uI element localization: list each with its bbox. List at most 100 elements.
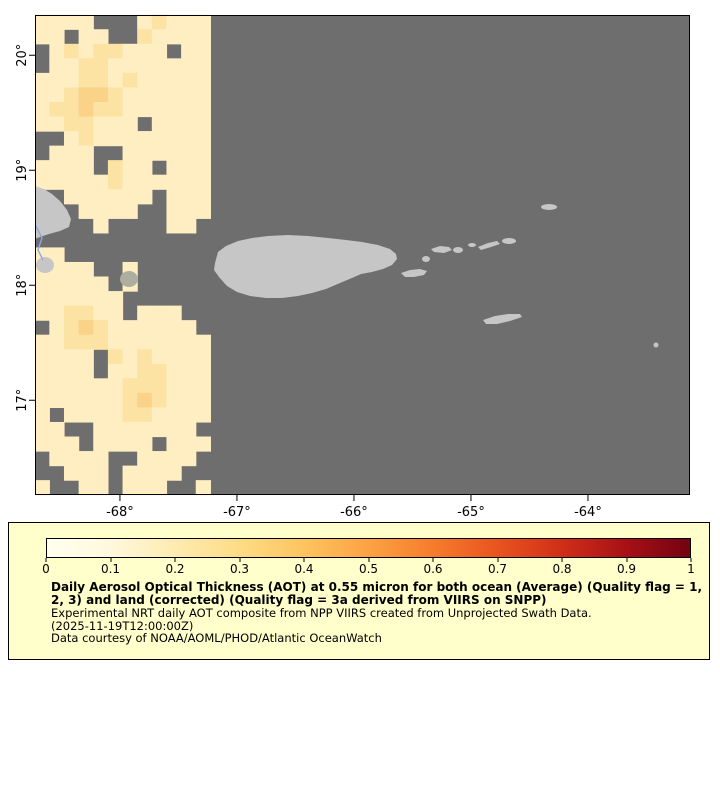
- aot-cell: [49, 145, 65, 161]
- legend-title-line-2: 2, 3) and land (corrected) (Quality flag…: [51, 593, 547, 607]
- aot-cell: [93, 305, 109, 321]
- aot-cell: [63, 160, 80, 176]
- aot-cell: [107, 291, 124, 307]
- aot-cell: [78, 320, 94, 336]
- aot-cell: [107, 203, 124, 219]
- aot-cell: [49, 363, 65, 379]
- aot-cell: [166, 378, 182, 394]
- aot-cell: [137, 451, 153, 467]
- puerto-rico-landmass: [214, 235, 397, 298]
- aot-cell: [93, 276, 109, 292]
- aot-cell: [122, 203, 138, 219]
- aot-cell: [137, 58, 153, 74]
- aot-cell: [181, 14, 197, 30]
- aot-cell: [63, 145, 80, 161]
- aot-cell: [166, 218, 182, 234]
- colorbar-tick: [110, 558, 111, 562]
- aot-cell: [107, 436, 124, 452]
- aot-cell: [151, 101, 168, 118]
- aot-cell: [93, 29, 109, 45]
- aot-cell: [63, 261, 80, 278]
- culebra-landmass: [422, 256, 430, 262]
- aot-cell: [181, 392, 197, 409]
- colorbar-tick: [561, 558, 563, 562]
- aot-cell: [195, 436, 211, 452]
- aot-cell: [34, 363, 50, 379]
- aot-cell: [195, 189, 211, 205]
- aot-cell: [137, 131, 153, 147]
- aot-cell: [34, 407, 50, 423]
- colorbar-tick-label: 0.6: [423, 562, 443, 576]
- aot-cell: [195, 174, 211, 190]
- tortola-landmass: [478, 241, 500, 250]
- aot-cell: [137, 407, 153, 423]
- aot-cell: [93, 436, 109, 452]
- aot-cell: [93, 480, 109, 496]
- aot-cell: [166, 72, 182, 89]
- aot-cell: [93, 465, 109, 481]
- aot-cell: [78, 407, 94, 423]
- colorbar-tick-label: 0.2: [165, 562, 185, 576]
- aot-cell: [107, 421, 124, 438]
- hispaniola-east-tip-landmass: [35, 186, 71, 239]
- aot-cell: [34, 174, 50, 190]
- aot-cell: [137, 378, 153, 394]
- aot-cell: [93, 320, 109, 336]
- aot-cell: [63, 407, 80, 423]
- aot-cell: [195, 407, 211, 423]
- aot-cell: [63, 276, 80, 292]
- aot-cell: [107, 363, 124, 379]
- aot-cell: [63, 14, 80, 30]
- aot-cell: [93, 407, 109, 423]
- vieques-landmass: [401, 269, 427, 277]
- aot-cell: [107, 392, 124, 409]
- aot-cell: [122, 58, 138, 74]
- longitude-tick-label: -64°: [574, 505, 602, 520]
- aot-cell: [63, 189, 80, 205]
- aot-cell: [93, 203, 109, 219]
- aot-cell: [166, 363, 182, 379]
- aot-cell: [137, 14, 153, 30]
- aot-cell: [63, 349, 80, 365]
- aot-cell: [34, 116, 50, 132]
- aot-cell: [34, 334, 50, 350]
- aot-cell: [78, 116, 94, 132]
- aot-cell: [78, 480, 94, 496]
- aot-cell: [49, 320, 65, 336]
- aot-cell: [151, 320, 168, 336]
- aot-cell: [78, 363, 94, 379]
- aot-cell: [93, 291, 109, 307]
- aot-cell: [49, 101, 65, 118]
- aot-cell: [151, 14, 168, 30]
- aot-cell: [34, 436, 50, 452]
- aot-cell: [63, 305, 80, 321]
- aot-map: -68° -67° -66° -65° -64° 20° 19° 18° 17°: [15, 14, 690, 520]
- aot-cell: [122, 43, 138, 59]
- colorbar-tick: [432, 558, 434, 562]
- aot-cell: [181, 436, 197, 452]
- colorbar-tick: [368, 558, 369, 562]
- aot-cell: [63, 436, 80, 452]
- aot-cell: [195, 160, 211, 176]
- aot-cell: [181, 334, 197, 350]
- aot-cell: [151, 480, 168, 496]
- aot-cell: [137, 480, 153, 496]
- aot-cell: [34, 349, 50, 365]
- aot-cell: [137, 174, 153, 190]
- aot-cell: [151, 43, 168, 59]
- aot-cell: [93, 58, 109, 74]
- aot-cell: [93, 43, 109, 59]
- legend-timestamp: (2025-11-19T12:00:00Z): [51, 618, 194, 633]
- aot-cell: [151, 378, 168, 394]
- aot-cell: [63, 58, 80, 74]
- aot-cell: [137, 421, 153, 438]
- aot-cell: [195, 378, 211, 394]
- aot-cell: [107, 189, 124, 205]
- aot-cell: [107, 43, 124, 59]
- aot-cell: [49, 160, 65, 176]
- aot-cell: [107, 101, 124, 118]
- colorbar-tick-label: 0.5: [358, 562, 379, 576]
- aot-cell: [166, 131, 182, 147]
- aot-cell: [181, 407, 197, 423]
- aot-cell: [195, 392, 211, 409]
